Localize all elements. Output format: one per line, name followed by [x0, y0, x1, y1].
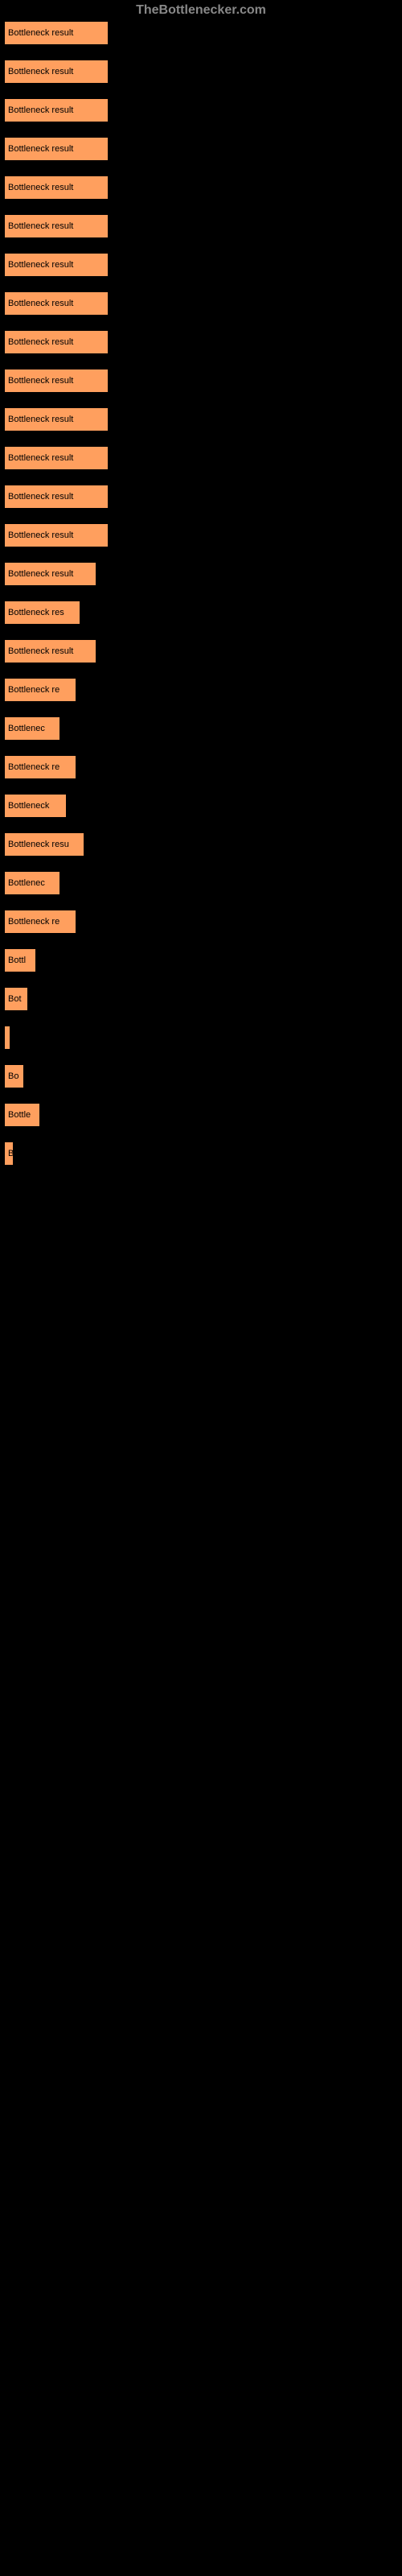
chart-bar: Bottleneck — [4, 794, 67, 818]
bar-row: Bottleneck res — [4, 601, 398, 625]
chart-bar: Bottleneck res — [4, 601, 80, 625]
bar-row: Bottleneck result — [4, 291, 398, 316]
chart-bar: B — [4, 1141, 14, 1166]
bar-chart: Bottleneck result Bottleneck result Bottle… — [0, 21, 402, 1166]
chart-bar: Bottleneck resu — [4, 832, 84, 857]
chart-bar: Bottleneck result — [4, 253, 109, 277]
bar-row: Bo — [4, 1064, 398, 1088]
chart-bar: Bottleneck re — [4, 678, 76, 702]
bar-row: Bot — [4, 987, 398, 1011]
bar-row — [4, 1026, 398, 1050]
bar-row: Bottleneck result — [4, 330, 398, 354]
bar-row: Bottleneck result — [4, 253, 398, 277]
chart-bar: Bottleneck result — [4, 60, 109, 84]
bar-row: Bottleneck result — [4, 60, 398, 84]
chart-bar: Bottleneck result — [4, 369, 109, 393]
bar-row: Bottleneck result — [4, 523, 398, 547]
bar-row: Bottleneck re — [4, 678, 398, 702]
bar-row: Bottleneck result — [4, 446, 398, 470]
bar-row: Bottleneck result — [4, 98, 398, 122]
chart-bar — [4, 1026, 10, 1050]
bar-row: Bottleneck result — [4, 137, 398, 161]
watermark-text: TheBottlenecker.com — [0, 0, 402, 21]
bar-row: Bottleneck — [4, 794, 398, 818]
chart-bar: Bottleneck re — [4, 755, 76, 779]
chart-bar: Bottleneck result — [4, 562, 96, 586]
bar-row: Bottleneck resu — [4, 832, 398, 857]
chart-bar: Bottleneck result — [4, 407, 109, 431]
chart-bar: Bottleneck result — [4, 485, 109, 509]
chart-bar: Bottleneck result — [4, 330, 109, 354]
bar-row: Bottleneck result — [4, 639, 398, 663]
chart-bar: Bottleneck result — [4, 446, 109, 470]
chart-bar: Bottlenec — [4, 871, 60, 895]
bar-row: Bottleneck re — [4, 755, 398, 779]
chart-bar: Bottleneck result — [4, 137, 109, 161]
bar-row: Bottleneck result — [4, 485, 398, 509]
chart-bar: Bottlenec — [4, 716, 60, 741]
bar-row: Bottl — [4, 948, 398, 972]
chart-bar: Bo — [4, 1064, 24, 1088]
chart-bar: Bottl — [4, 948, 36, 972]
chart-bar: Bottleneck result — [4, 21, 109, 45]
bar-row: Bottleneck result — [4, 21, 398, 45]
chart-bar: Bottleneck re — [4, 910, 76, 934]
chart-bar: Bottleneck result — [4, 214, 109, 238]
chart-bar: Bottleneck result — [4, 291, 109, 316]
bar-row: B — [4, 1141, 398, 1166]
bar-row: Bottleneck re — [4, 910, 398, 934]
chart-bar: Bottle — [4, 1103, 40, 1127]
bar-row: Bottleneck result — [4, 407, 398, 431]
bar-row: Bottlenec — [4, 871, 398, 895]
chart-bar: Bottleneck result — [4, 175, 109, 200]
chart-bar: Bottleneck result — [4, 523, 109, 547]
bar-row: Bottleneck result — [4, 562, 398, 586]
chart-bar: Bottleneck result — [4, 98, 109, 122]
bar-row: Bottleneck result — [4, 214, 398, 238]
chart-bar: Bot — [4, 987, 28, 1011]
bar-row: Bottle — [4, 1103, 398, 1127]
chart-bar: Bottleneck result — [4, 639, 96, 663]
bar-row: Bottleneck result — [4, 369, 398, 393]
bar-row: Bottleneck result — [4, 175, 398, 200]
bar-row: Bottlenec — [4, 716, 398, 741]
